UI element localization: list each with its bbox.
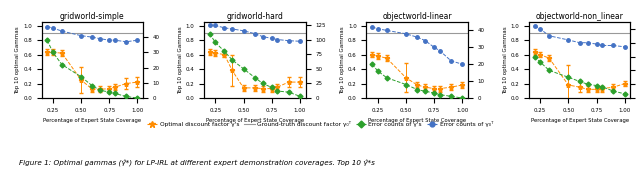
Y-axis label: Top 10 optimal Gammas: Top 10 optimal Gammas <box>340 26 345 94</box>
X-axis label: Percentage of Expert State Coverage: Percentage of Expert State Coverage <box>205 118 304 123</box>
Legend: Optimal discount factor γ's, Ground-truth discount factor γ₀ᵀ, Error counts of γ: Optimal discount factor γ's, Ground-trut… <box>145 118 495 129</box>
X-axis label: Percentage of Expert State Coverage: Percentage of Expert State Coverage <box>368 118 467 123</box>
Title: gridworld-hard: gridworld-hard <box>227 12 284 21</box>
X-axis label: Percentage of Expert State Coverage: Percentage of Expert State Coverage <box>44 118 141 123</box>
Y-axis label: Top 10 optimal Gammas: Top 10 optimal Gammas <box>502 26 508 94</box>
Y-axis label: Top 10 optimal Gammas: Top 10 optimal Gammas <box>178 26 183 94</box>
X-axis label: Percentage of Expert State Coverage: Percentage of Expert State Coverage <box>531 118 628 123</box>
Y-axis label: Top 10 optimal Gammas: Top 10 optimal Gammas <box>15 26 20 94</box>
Title: objectworld-linear: objectworld-linear <box>383 12 452 21</box>
Text: Figure 1: Optimal gammas (γ̂*) for LP-IRL at different expert demonstration cove: Figure 1: Optimal gammas (γ̂*) for LP-IR… <box>19 160 375 167</box>
Title: objectworld-non_linear: objectworld-non_linear <box>536 12 623 21</box>
Title: gridworld-simple: gridworld-simple <box>60 12 125 21</box>
